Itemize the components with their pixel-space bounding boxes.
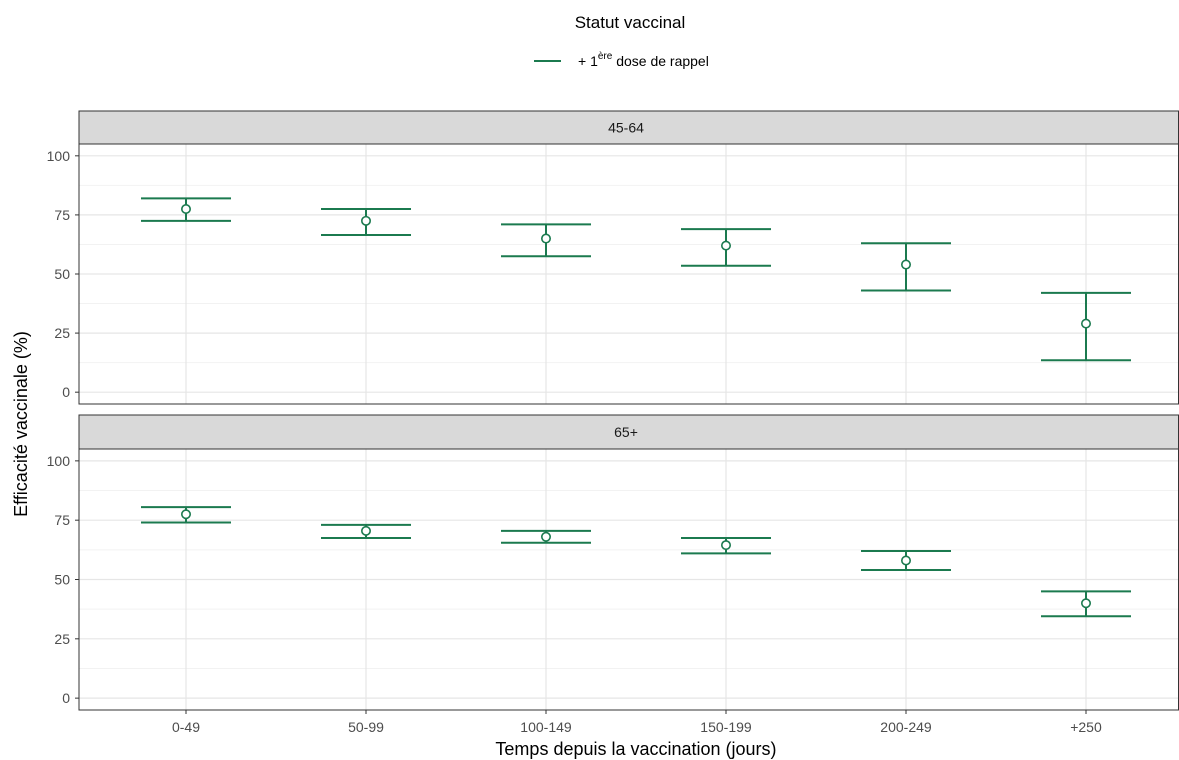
error-bar xyxy=(141,506,231,524)
y-tick-label: 100 xyxy=(47,453,71,469)
y-tick-label: 50 xyxy=(54,572,70,588)
estimate-point xyxy=(720,240,731,251)
legend-entry-prefix: + 1 xyxy=(578,53,598,69)
error-bar xyxy=(141,197,231,222)
error-bar xyxy=(861,550,951,572)
estimate-point xyxy=(720,540,731,551)
y-tick-label: 50 xyxy=(54,266,70,282)
x-tick-label: 50-99 xyxy=(348,719,384,735)
y-tick-label: 25 xyxy=(54,325,70,341)
x-tick-label: 150-199 xyxy=(700,719,752,735)
estimate-point xyxy=(1081,598,1092,609)
error-bar xyxy=(681,536,771,555)
y-tick-label: 25 xyxy=(54,631,70,647)
y-tick-label: 0 xyxy=(62,690,70,706)
facet-strip xyxy=(78,414,1179,450)
y-tick-label: 75 xyxy=(54,207,70,223)
facet-strip-label: 65+ xyxy=(614,424,638,440)
error-bar xyxy=(1041,291,1131,362)
error-bar xyxy=(321,523,411,539)
facet-panel: 0 25 50 75 100 65+ 0-49 50-99 100-149 150-199 200-… xyxy=(47,414,1179,735)
legend-title: Statut vaccinal xyxy=(575,13,686,32)
legend-entry-superscript: ère xyxy=(598,51,613,62)
facet-strip-label: 45-64 xyxy=(608,120,644,136)
error-bar xyxy=(321,208,411,236)
estimate-point xyxy=(540,531,551,542)
error-bar xyxy=(501,529,591,544)
legend-entry-suffix: dose de rappel xyxy=(612,53,709,69)
y-tick-label: 75 xyxy=(54,512,70,528)
estimate-point xyxy=(540,233,551,244)
x-tick-label: 100-149 xyxy=(520,719,572,735)
x-tick-label: 0-49 xyxy=(172,719,200,735)
estimate-point xyxy=(181,509,192,520)
estimate-point xyxy=(360,215,371,226)
x-tick-label: 200-249 xyxy=(880,719,932,735)
estimate-point xyxy=(360,525,371,536)
estimate-point xyxy=(900,555,911,566)
error-bar xyxy=(681,228,771,267)
error-bar xyxy=(501,223,591,258)
estimate-point xyxy=(1081,318,1092,329)
y-axis-title: Efficacité vaccinale (%) xyxy=(11,331,31,517)
y-tick-label: 100 xyxy=(47,148,71,164)
legend-entry-label: + 1ère dose de rappel xyxy=(578,51,709,69)
x-axis-title: Temps depuis la vaccination (jours) xyxy=(495,739,776,759)
panels-layer: 0 25 50 75 100 45-64 0 25 50 75 100 65+ 0-49 50-99 100… xyxy=(47,110,1179,735)
facet-panel: 0 25 50 75 100 45-64 xyxy=(47,110,1179,405)
estimate-point xyxy=(900,259,911,270)
y-tick-label: 0 xyxy=(62,384,70,400)
estimate-point xyxy=(181,204,192,215)
error-bar xyxy=(861,242,951,292)
error-bar xyxy=(1041,590,1131,618)
x-tick-label: +250 xyxy=(1070,719,1102,735)
